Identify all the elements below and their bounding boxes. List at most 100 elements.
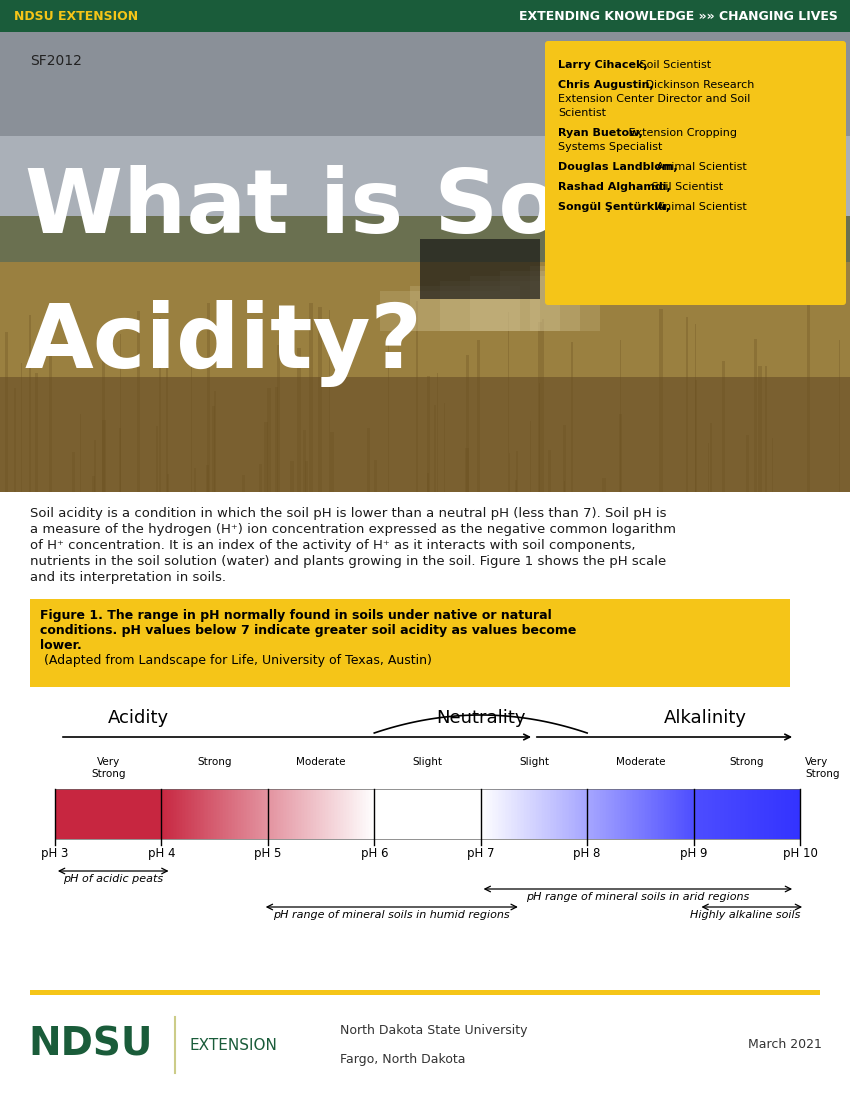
Bar xyxy=(152,789,154,839)
Bar xyxy=(473,789,474,839)
Bar xyxy=(329,309,330,492)
Bar xyxy=(651,789,653,839)
Bar xyxy=(667,789,670,839)
Bar xyxy=(435,789,437,839)
Bar xyxy=(477,340,479,492)
Bar xyxy=(190,789,193,839)
Bar xyxy=(839,340,841,492)
Text: nutrients in the soil solution (water) and plants growing in the soil. Figure 1 : nutrients in the soil solution (water) a… xyxy=(30,556,666,568)
Bar xyxy=(508,789,510,839)
Bar xyxy=(49,322,52,492)
Bar xyxy=(479,789,480,839)
Bar xyxy=(174,789,176,839)
Bar xyxy=(733,789,735,839)
Bar xyxy=(687,789,689,839)
Bar xyxy=(703,789,705,839)
Bar xyxy=(642,789,644,839)
Bar xyxy=(105,789,106,839)
Bar xyxy=(264,789,265,839)
Bar xyxy=(463,789,465,839)
Bar xyxy=(344,789,346,839)
Bar xyxy=(276,344,280,492)
Text: pH 10: pH 10 xyxy=(783,847,818,860)
Bar xyxy=(414,789,416,839)
Bar xyxy=(707,789,710,839)
Bar xyxy=(167,474,168,492)
Bar xyxy=(738,789,740,839)
Bar xyxy=(502,789,504,839)
Bar xyxy=(686,317,688,492)
Bar xyxy=(71,789,73,839)
Bar xyxy=(326,789,328,839)
Bar xyxy=(200,789,201,839)
Bar xyxy=(780,789,783,839)
Bar xyxy=(574,789,575,839)
Bar xyxy=(287,789,290,839)
Bar xyxy=(347,789,349,839)
Bar xyxy=(83,789,85,839)
Bar xyxy=(754,789,756,839)
Text: NDSU: NDSU xyxy=(28,1026,152,1064)
Bar xyxy=(617,789,619,839)
Bar xyxy=(80,415,82,492)
Bar xyxy=(797,789,799,839)
Bar xyxy=(0,216,850,262)
Bar xyxy=(313,789,314,839)
Bar xyxy=(180,789,182,839)
Text: Systems Specialist: Systems Specialist xyxy=(558,142,662,152)
Bar xyxy=(732,789,734,839)
Bar xyxy=(495,789,496,839)
Bar xyxy=(92,476,94,492)
Bar xyxy=(242,475,245,492)
Bar xyxy=(672,789,674,839)
Bar xyxy=(465,789,467,839)
Bar xyxy=(557,789,559,839)
Bar xyxy=(542,789,544,839)
Bar xyxy=(0,262,850,492)
Bar xyxy=(619,415,622,492)
Bar xyxy=(590,789,592,839)
Text: Rashad Alghamdi,: Rashad Alghamdi, xyxy=(558,182,671,192)
Bar xyxy=(564,425,566,492)
Bar xyxy=(556,789,558,839)
Bar xyxy=(331,432,334,492)
Text: NDSU EXTENSION: NDSU EXTENSION xyxy=(14,10,138,22)
Bar xyxy=(91,789,93,839)
Bar xyxy=(580,789,581,839)
Bar xyxy=(156,789,158,839)
Bar xyxy=(77,789,79,839)
Bar xyxy=(604,789,605,839)
Bar xyxy=(374,460,377,492)
Bar xyxy=(327,789,330,839)
Bar xyxy=(683,789,684,839)
Bar xyxy=(97,789,99,839)
Bar xyxy=(654,789,656,839)
Bar xyxy=(102,420,105,492)
Bar xyxy=(487,789,489,839)
Bar xyxy=(469,789,471,839)
Bar xyxy=(620,789,621,839)
Bar xyxy=(490,789,492,839)
Bar xyxy=(99,789,102,839)
Bar xyxy=(432,789,434,839)
Bar xyxy=(303,430,306,492)
Bar xyxy=(627,789,629,839)
Bar xyxy=(220,789,223,839)
Bar xyxy=(131,789,133,839)
Bar xyxy=(309,789,310,839)
Text: Alkalinity: Alkalinity xyxy=(664,710,747,727)
Bar xyxy=(186,789,188,839)
Bar xyxy=(410,286,520,331)
Bar xyxy=(448,789,451,839)
Bar xyxy=(61,789,63,839)
Bar xyxy=(520,789,522,839)
Bar xyxy=(588,789,591,839)
Bar xyxy=(67,789,69,839)
Bar xyxy=(101,789,103,839)
Bar xyxy=(551,789,553,839)
Bar xyxy=(655,789,657,839)
Bar xyxy=(699,789,700,839)
Bar xyxy=(110,789,112,839)
Bar xyxy=(249,789,251,839)
Bar xyxy=(770,789,772,839)
